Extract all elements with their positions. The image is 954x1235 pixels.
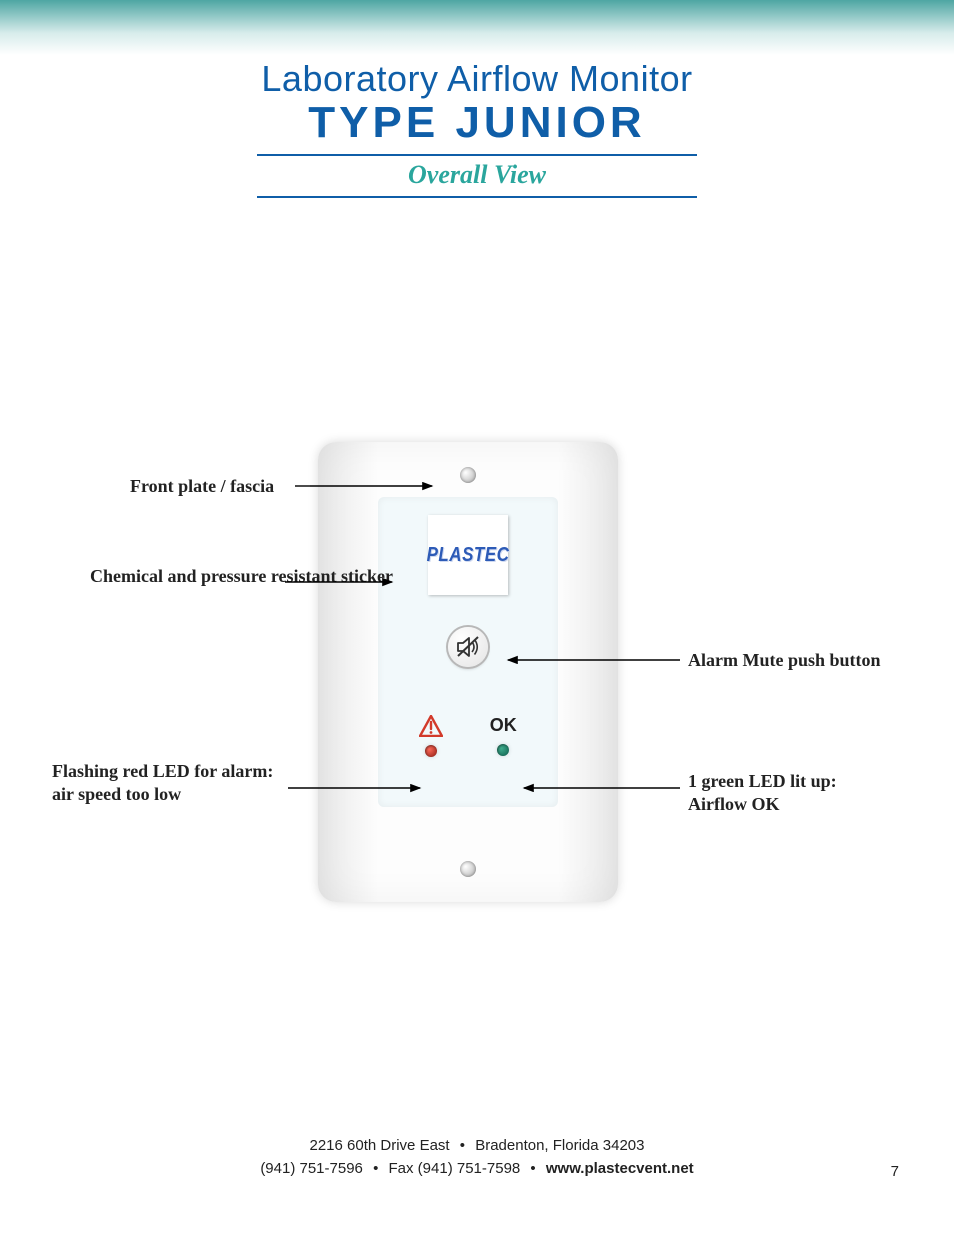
footer-sep-3: • xyxy=(530,1160,535,1177)
footer-sep-2: • xyxy=(373,1160,378,1177)
header: Laboratory Airflow Monitor TYPE JUNIOR O… xyxy=(0,58,954,202)
status-row: OK xyxy=(378,715,558,757)
alarm-mute-button[interactable] xyxy=(448,627,488,667)
callout-green-led: 1 green LED lit up: Airflow OK xyxy=(688,770,898,815)
top-gradient-bar xyxy=(0,0,954,55)
screw-top xyxy=(460,467,476,483)
title-line-2: TYPE JUNIOR xyxy=(0,98,954,148)
page: Laboratory Airflow Monitor TYPE JUNIOR O… xyxy=(0,0,954,1235)
callout-front-plate: Front plate / fascia xyxy=(130,475,274,498)
page-number: 7 xyxy=(891,1163,899,1180)
green-led-indicator xyxy=(497,744,509,756)
footer-address: 2216 60th Drive East xyxy=(310,1137,450,1154)
callout-red-led: Flashing red LED for alarm: air speed to… xyxy=(52,760,292,805)
device-front-plate: PLASTEC xyxy=(318,442,618,902)
red-led-indicator xyxy=(425,745,437,757)
logo-sticker: PLASTEC xyxy=(428,515,508,595)
footer-url: www.plastecvent.net xyxy=(546,1160,694,1177)
title-rule-bottom xyxy=(257,196,697,198)
footer-sep-1: • xyxy=(460,1137,465,1154)
callout-mute: Alarm Mute push button xyxy=(688,649,881,672)
speaker-mute-icon xyxy=(455,634,481,660)
footer-city: Bradenton, Florida 34203 xyxy=(475,1137,644,1154)
ok-label: OK xyxy=(490,715,517,736)
footer: 2216 60th Drive East • Bradenton, Florid… xyxy=(0,1134,954,1181)
ok-status: OK xyxy=(490,715,517,757)
alarm-status xyxy=(419,715,443,757)
footer-phone: (941) 751-7596 xyxy=(260,1160,363,1177)
warning-triangle-icon xyxy=(419,715,443,737)
device-inner-panel: PLASTEC xyxy=(378,497,558,807)
screw-bottom xyxy=(460,861,476,877)
logo-text: PLASTEC xyxy=(427,543,510,567)
title-rule-top xyxy=(257,154,697,156)
footer-fax: Fax (941) 751-7598 xyxy=(389,1160,521,1177)
title-line-1: Laboratory Airflow Monitor xyxy=(0,58,954,100)
subtitle: Overall View xyxy=(0,160,954,190)
callout-sticker: Chemical and pressure resistant sticker xyxy=(90,565,393,588)
